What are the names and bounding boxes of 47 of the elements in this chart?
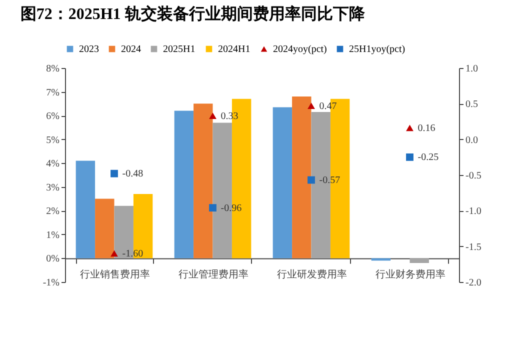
- chart-title: 图72：2025H1 轨交装备行业期间费用率同比下降: [20, 4, 366, 23]
- y-tick-label: 7%: [46, 87, 60, 98]
- y-tick-label: 6%: [46, 111, 60, 122]
- legend-label: 2024yoy(pct): [273, 44, 327, 55]
- point: [209, 204, 216, 212]
- bar: [272, 107, 292, 258]
- bar: [410, 258, 429, 263]
- y2-tick-label: 0.0: [466, 134, 478, 146]
- y2-tick-label: -1.0: [466, 206, 482, 218]
- bar: [174, 110, 194, 258]
- x-tick-label: 行业研发费用率: [276, 268, 347, 281]
- y2-tick-label: 0.5: [466, 99, 478, 110]
- x-tick-label: 行业财务费用率: [375, 268, 446, 281]
- bar: [371, 258, 391, 261]
- legend-label: 2023: [79, 44, 99, 55]
- point: [110, 170, 118, 178]
- legend-label: 2025H1: [163, 44, 196, 55]
- point: [308, 102, 315, 110]
- bar: [194, 104, 213, 258]
- point: [406, 153, 414, 161]
- data-label: 0.16: [418, 122, 436, 134]
- y-tick-label: 4%: [46, 158, 60, 170]
- y2-tick-label: -2.0: [466, 278, 482, 288]
- x-tick-label: 行业销售费用率: [80, 268, 150, 281]
- y-tick-label: 8%: [46, 64, 60, 74]
- y-tick-label: 3%: [46, 182, 60, 194]
- bar: [76, 160, 96, 258]
- bar: [95, 198, 114, 258]
- y2-tick-label: 1.0: [466, 64, 478, 74]
- legend-label: 25H1yoy(pct): [349, 44, 406, 55]
- y-tick-label: 5%: [46, 134, 60, 146]
- point: [308, 176, 315, 184]
- data-label: -0.25: [418, 152, 439, 164]
- x-tick-label: 行业管理费用率: [178, 268, 248, 281]
- legend-label: 2024: [121, 44, 141, 55]
- y2-tick-label: -1.5: [466, 242, 482, 253]
- y-tick-label: 2%: [46, 206, 60, 218]
- legend-label: 2024H1: [218, 44, 250, 55]
- data-label: -0.48: [122, 168, 144, 180]
- point: [209, 112, 216, 120]
- y-tick-label: 0%: [46, 254, 60, 265]
- y-tick-label: -1%: [42, 278, 60, 288]
- point: [406, 124, 414, 132]
- point: [110, 250, 118, 257]
- y-tick-label: 1%: [46, 230, 60, 241]
- bar: [292, 96, 312, 258]
- y2-tick-label: -0.5: [466, 170, 482, 182]
